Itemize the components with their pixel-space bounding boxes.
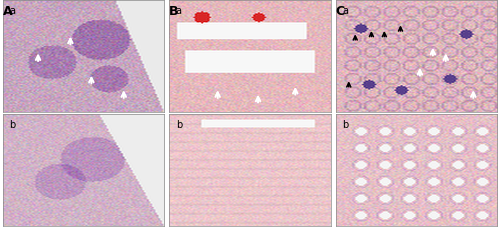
Text: b: b bbox=[176, 119, 182, 129]
Text: B: B bbox=[169, 5, 178, 17]
Text: C: C bbox=[336, 5, 345, 17]
Text: A: A bbox=[2, 5, 12, 17]
Text: b: b bbox=[342, 119, 348, 129]
Text: a: a bbox=[342, 6, 348, 15]
Text: b: b bbox=[9, 119, 15, 129]
Text: a: a bbox=[9, 6, 15, 15]
Text: a: a bbox=[176, 6, 182, 15]
